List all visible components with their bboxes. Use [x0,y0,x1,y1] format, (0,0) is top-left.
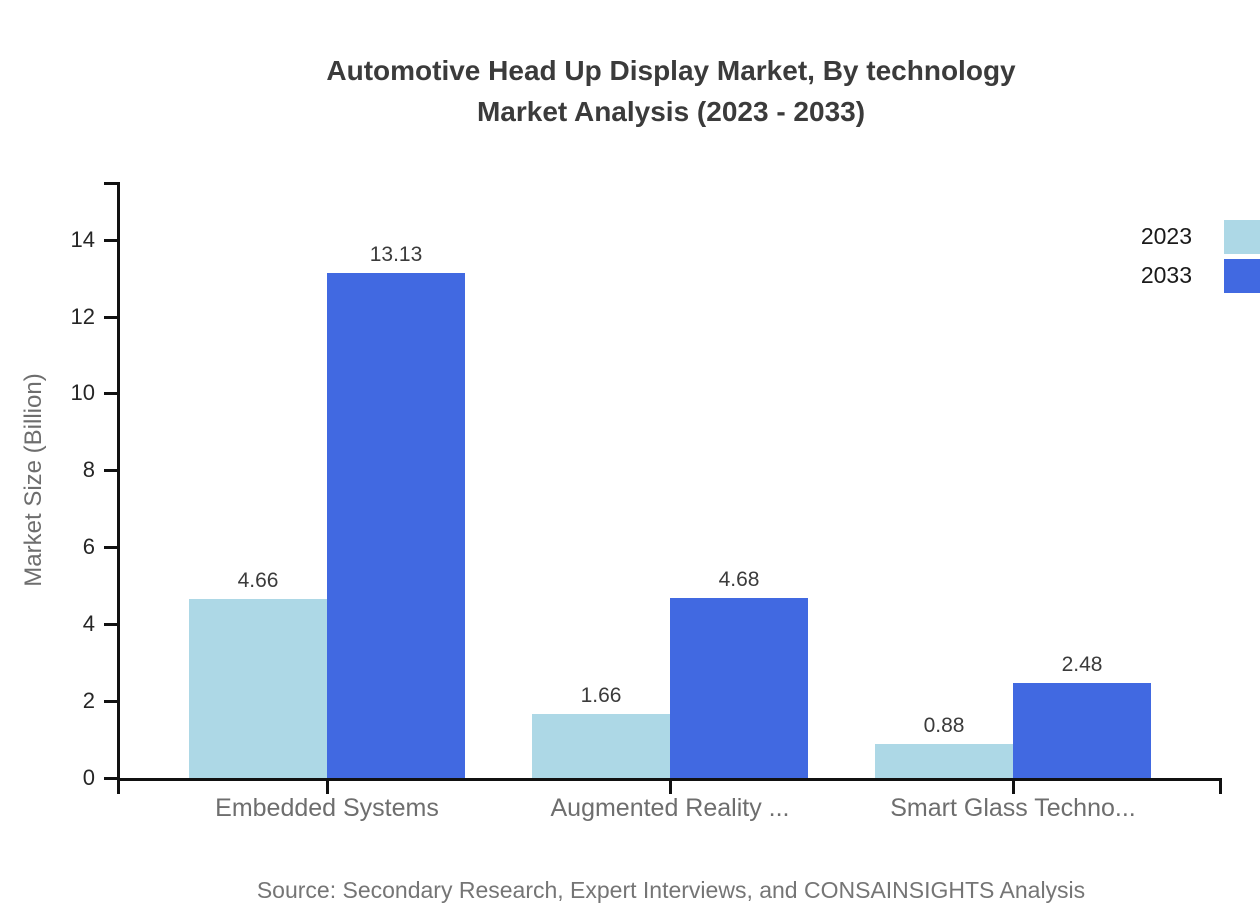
chart-title-line-2: Market Analysis (2023 - 2033) [476,96,866,127]
x-category-label: Augmented Reality ... [550,794,790,822]
y-tick [104,392,117,396]
bar-value-label: 4.68 [718,568,760,592]
y-tick-label: 10 [70,380,95,406]
legend-swatch-2023 [1224,220,1260,254]
y-tick-label: 14 [70,226,95,252]
y-tick-label: 8 [82,457,95,483]
legend-swatch-2033 [1224,259,1260,293]
bar-2023-1 [532,714,670,778]
x-axis-line [117,778,1222,781]
bar-value-label: 1.66 [580,684,622,708]
x-axis-left-cap [117,781,120,794]
bar-value-label: 4.66 [237,568,279,592]
legend-label-2033: 2033 [1140,262,1192,288]
y-tick-label: 12 [70,303,95,329]
y-tick-label: 0 [82,765,95,790]
chart-title-line-1: Automotive Head Up Display Market, By te… [326,55,1016,86]
x-tick [669,781,672,794]
y-tick [104,546,117,550]
bar-2033-0 [327,273,465,778]
y-tick [104,469,117,473]
y-tick [104,700,117,704]
bar-2033-1 [670,598,808,778]
x-category-label: Smart Glass Techno... [890,794,1136,822]
bar-2023-2 [875,744,1013,778]
y-tick [104,238,117,242]
x-tick [1012,781,1015,794]
x-axis-right-cap [1219,781,1222,794]
y-tick [104,777,117,780]
y-tick-label: 6 [82,534,95,560]
y-tick-label: 4 [82,611,95,637]
y-tick [104,315,117,319]
x-tick [326,781,329,794]
bar-2033-2 [1013,682,1151,778]
bar-2023-0 [189,598,327,778]
legend-label-2023: 2023 [1140,223,1192,249]
y-axis-top-cap [104,182,117,185]
chart-title: Automotive Head Up Display Market, By te… [120,50,1222,132]
bar-value-label: 0.88 [923,714,965,738]
y-tick-label: 2 [82,688,95,714]
source-note: Source: Secondary Research, Expert Inter… [256,877,1086,903]
y-tick [104,623,117,627]
y-axis-line [117,182,120,778]
bar-value-label: 13.13 [369,243,423,267]
bar-value-label: 2.48 [1061,652,1103,676]
x-category-label: Embedded Systems [215,794,439,822]
